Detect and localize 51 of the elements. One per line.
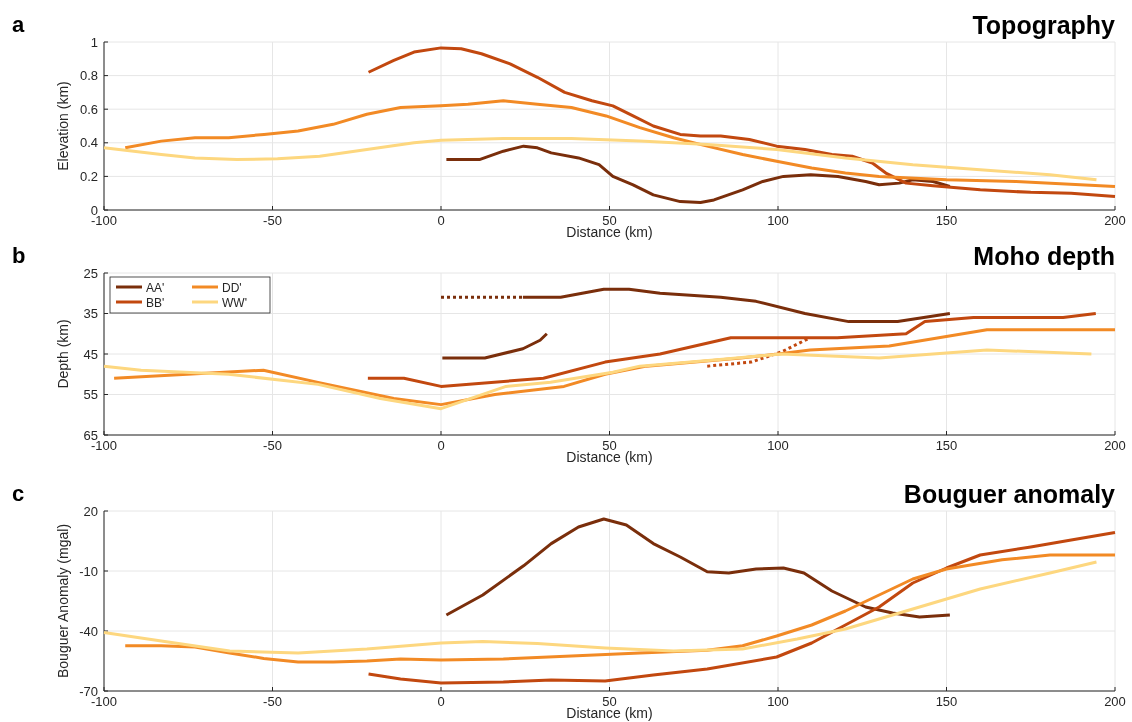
x-tick-label: -50 [263, 438, 282, 453]
text: a [12, 12, 25, 37]
legend-label: AA' [146, 280, 165, 295]
line-series [123, 99, 1117, 188]
x-tick-label: 200 [1104, 213, 1126, 228]
x-tick-label: 150 [935, 213, 958, 228]
y-tick-label: 25 [83, 265, 98, 281]
line-series [366, 312, 1098, 388]
y-tick-label: 1 [90, 34, 98, 50]
y-axis-title: Depth (km) [55, 319, 71, 389]
line-series [123, 553, 1117, 664]
text: c [12, 481, 25, 506]
line-series [102, 137, 1098, 182]
line-series [440, 332, 549, 360]
line-series [102, 348, 1093, 411]
legend-label: DD' [222, 280, 242, 295]
x-tick-label: 0 [437, 438, 445, 453]
y-tick-label: 0.4 [79, 135, 98, 151]
chart-title: Topography [972, 11, 1116, 39]
text: b [12, 243, 26, 268]
x-tick-label: 100 [767, 694, 789, 709]
y-tick-label: 20 [83, 503, 98, 519]
x-tick-label: 150 [935, 438, 958, 453]
y-tick-label: 55 [83, 387, 98, 402]
y-tick-label: 35 [83, 306, 98, 321]
chart-title: Bouguer anomaly [903, 480, 1116, 508]
x-tick-label: -50 [263, 213, 282, 228]
legend-label: WW' [222, 295, 247, 310]
line-series [102, 560, 1098, 655]
line-series [444, 144, 952, 204]
y-tick-label: -10 [79, 563, 98, 579]
x-tick-label: -50 [263, 694, 282, 709]
chart-title: Moho depth [973, 242, 1115, 270]
y-tick-label: 0.8 [79, 68, 98, 84]
line-series [367, 46, 1117, 199]
y-tick-label: 0.2 [79, 168, 98, 184]
x-tick-label: 100 [767, 438, 789, 453]
line-series [367, 530, 1117, 685]
y-tick-label: -40 [79, 623, 98, 639]
legend-label: BB' [146, 295, 165, 310]
x-tick-label: 150 [935, 694, 958, 709]
y-tick-label: 45 [83, 346, 98, 362]
x-tick-label: 0 [437, 213, 445, 228]
x-tick-label: 200 [1104, 438, 1126, 453]
x-tick-label: 200 [1104, 694, 1126, 709]
x-tick-label: 0 [437, 694, 445, 709]
line-series [444, 517, 952, 619]
y-axis-title: Elevation (km) [55, 81, 71, 171]
x-tick-label: 100 [767, 213, 789, 228]
y-axis-title: Bouguer Anomaly (mgal) [55, 523, 71, 679]
y-tick-label: 0.6 [79, 101, 98, 117]
